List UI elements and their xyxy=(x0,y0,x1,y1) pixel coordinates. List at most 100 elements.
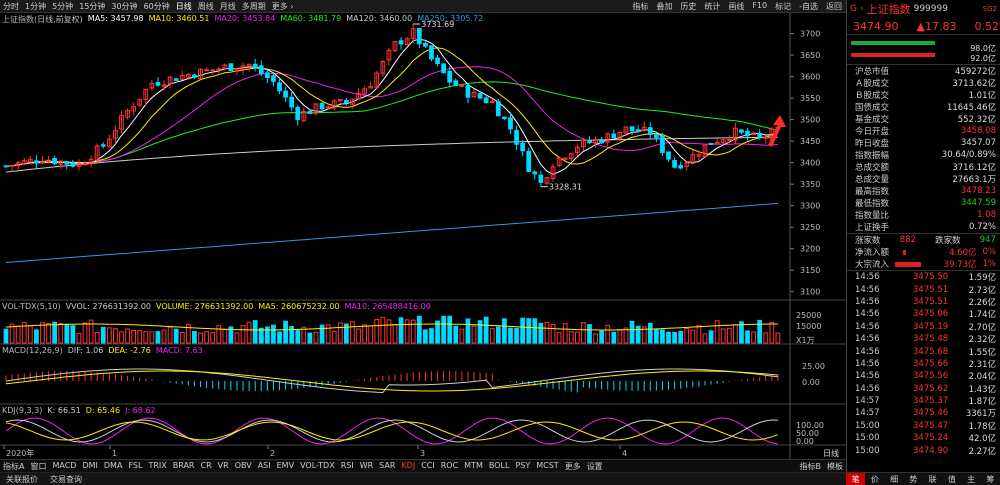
tick-price: 3475.56 xyxy=(913,371,949,382)
indicator-tab[interactable]: SAR xyxy=(379,460,396,470)
indicator-tab[interactable]: 窗口 xyxy=(30,461,47,471)
volume-bar xyxy=(568,331,574,344)
field-value: 11645.46亿 xyxy=(946,103,996,113)
tool-button[interactable]: 画线 xyxy=(728,1,745,11)
period-tab[interactable]: 1分钟 xyxy=(25,1,47,11)
chevron-right-icon[interactable]: › xyxy=(859,4,864,14)
kline-chart[interactable]: 3700365036003550350034503400335033003250… xyxy=(0,13,846,459)
tick-price: 3475.06 xyxy=(913,309,949,320)
tool-button[interactable]: -自选 xyxy=(799,1,818,11)
quote-tab[interactable]: 势 xyxy=(909,475,918,484)
period-tab[interactable]: 60分钟 xyxy=(143,1,170,11)
quote-tab[interactable]: 值 xyxy=(947,475,956,484)
candle-body xyxy=(423,42,428,47)
indicator-tab[interactable]: MTM xyxy=(464,460,483,470)
macd-indicator-legend: MACD(12,26,9) DIF: 1.06 DEA: -2.76 MACD: 7… xyxy=(2,346,203,355)
tick-price: 3474.90 xyxy=(913,445,949,456)
candle-body xyxy=(313,103,319,114)
tool-button[interactable]: 标记 xyxy=(775,1,792,11)
volume-bar xyxy=(562,323,568,344)
indicator-tab[interactable]: CR xyxy=(200,460,212,470)
volume-bar xyxy=(708,330,714,344)
indicator-tab[interactable]: OBV xyxy=(234,460,252,470)
indicator-tab[interactable]: 指标A xyxy=(3,461,25,471)
volume-bar xyxy=(623,327,629,344)
indicator-tab[interactable]: MACD xyxy=(52,460,77,470)
period-tab[interactable]: 15分钟 xyxy=(79,1,106,11)
indicator-tab[interactable]: ROC xyxy=(440,460,459,470)
tick-row: 14:56 3475.51 2.26亿 xyxy=(847,296,1000,308)
status-link[interactable]: 关联报价 xyxy=(6,474,38,484)
period-tab[interactable]: 更多 › xyxy=(271,1,294,11)
tick-price: 3475.51 xyxy=(913,296,949,307)
indicator-tab-right[interactable]: 指标B xyxy=(799,461,822,471)
volume-bar xyxy=(502,318,507,344)
quote-tab[interactable]: 价 xyxy=(870,475,879,484)
candle-body xyxy=(605,133,611,143)
tool-button[interactable]: F10 xyxy=(752,0,768,10)
tick-row: 14:56 3475.51 2.73亿 xyxy=(847,283,1000,296)
tool-button[interactable]: 叠加 xyxy=(656,1,673,11)
ma60-line xyxy=(5,81,779,167)
quote-tab[interactable]: 主 xyxy=(967,475,976,484)
indicator-tab[interactable]: BRAR xyxy=(172,460,195,470)
indicator-tab[interactable]: 设置 xyxy=(586,461,603,471)
field-label: 上证换手 xyxy=(855,223,890,233)
indicator-tab[interactable]: MCST xyxy=(536,460,559,470)
indicator-tab[interactable]: BOLL xyxy=(488,460,510,470)
indicator-tab[interactable]: WR xyxy=(359,460,374,470)
tool-button[interactable]: 历史 xyxy=(680,1,697,11)
quote-tab[interactable]: 筹 xyxy=(986,475,995,484)
indicator-value: DEA: -2.76 xyxy=(108,346,151,355)
volume-bar xyxy=(228,326,234,344)
quote-tab[interactable]: 笔 xyxy=(846,473,866,485)
period-tab[interactable]: 分时 xyxy=(3,1,19,11)
tick-price: 3475.48 xyxy=(913,334,949,345)
volume-bar xyxy=(647,322,653,344)
tick-row: 14:57 3475.37 1.87亿 xyxy=(847,395,1000,407)
period-tab[interactable]: 日线 xyxy=(175,1,192,11)
candle-body xyxy=(465,85,471,98)
volume-bar xyxy=(459,328,465,344)
indicator-tab[interactable]: DMI xyxy=(82,460,98,470)
indicator-tab[interactable]: ASI xyxy=(257,460,271,470)
period-tab[interactable]: 5分钟 xyxy=(52,1,74,11)
volume-bar xyxy=(477,320,483,344)
indicator-tab[interactable]: RSI xyxy=(340,460,354,470)
indicator-tab[interactable]: TRIX xyxy=(148,460,167,470)
candle-body xyxy=(398,40,404,45)
tool-button[interactable]: 返回 xyxy=(826,1,842,11)
candle-body xyxy=(660,135,665,153)
quote-tab[interactable]: 联 xyxy=(928,475,937,484)
indicator-tab[interactable]: VR xyxy=(217,460,229,470)
quote-tab[interactable]: 细 xyxy=(890,475,899,484)
tool-button[interactable]: 统计 xyxy=(704,1,721,11)
indicator-tab-right[interactable]: 模板 xyxy=(827,461,843,471)
indicator-tab[interactable]: VOL-TDX xyxy=(300,460,335,470)
volume-bar xyxy=(350,321,355,344)
candle-body xyxy=(216,68,222,71)
tool-button[interactable]: 指标 xyxy=(632,1,649,11)
period-tab[interactable]: 多周期 xyxy=(241,1,266,11)
ma120-line xyxy=(5,136,778,173)
candle-body xyxy=(331,100,337,109)
indicator-tab[interactable]: EMV xyxy=(276,460,295,470)
indicator-tab[interactable]: KDJ xyxy=(401,460,416,470)
candle-body xyxy=(581,139,586,148)
indicator-tab[interactable]: PSY xyxy=(515,460,531,470)
status-link[interactable]: 交易查询 xyxy=(50,474,82,484)
indicator-tab[interactable]: DMA xyxy=(103,460,123,470)
macd-axis-label: 0.00 xyxy=(802,378,820,387)
indicator-tab[interactable]: 更多 xyxy=(564,461,581,471)
period-tab[interactable]: 30分钟 xyxy=(111,1,138,11)
volume-bar xyxy=(587,324,592,344)
indicator-tab[interactable]: FSL xyxy=(128,460,143,470)
volume-bar xyxy=(9,323,15,344)
volume-bar xyxy=(629,320,635,344)
indicator-tab[interactable]: CCI xyxy=(421,460,435,470)
period-tab[interactable]: 月线 xyxy=(219,1,236,11)
period-label: 日线 xyxy=(823,448,839,458)
period-tab[interactable]: 周线 xyxy=(197,1,214,11)
price-axis-label: 3650 xyxy=(800,51,820,60)
candle-body xyxy=(544,177,550,184)
